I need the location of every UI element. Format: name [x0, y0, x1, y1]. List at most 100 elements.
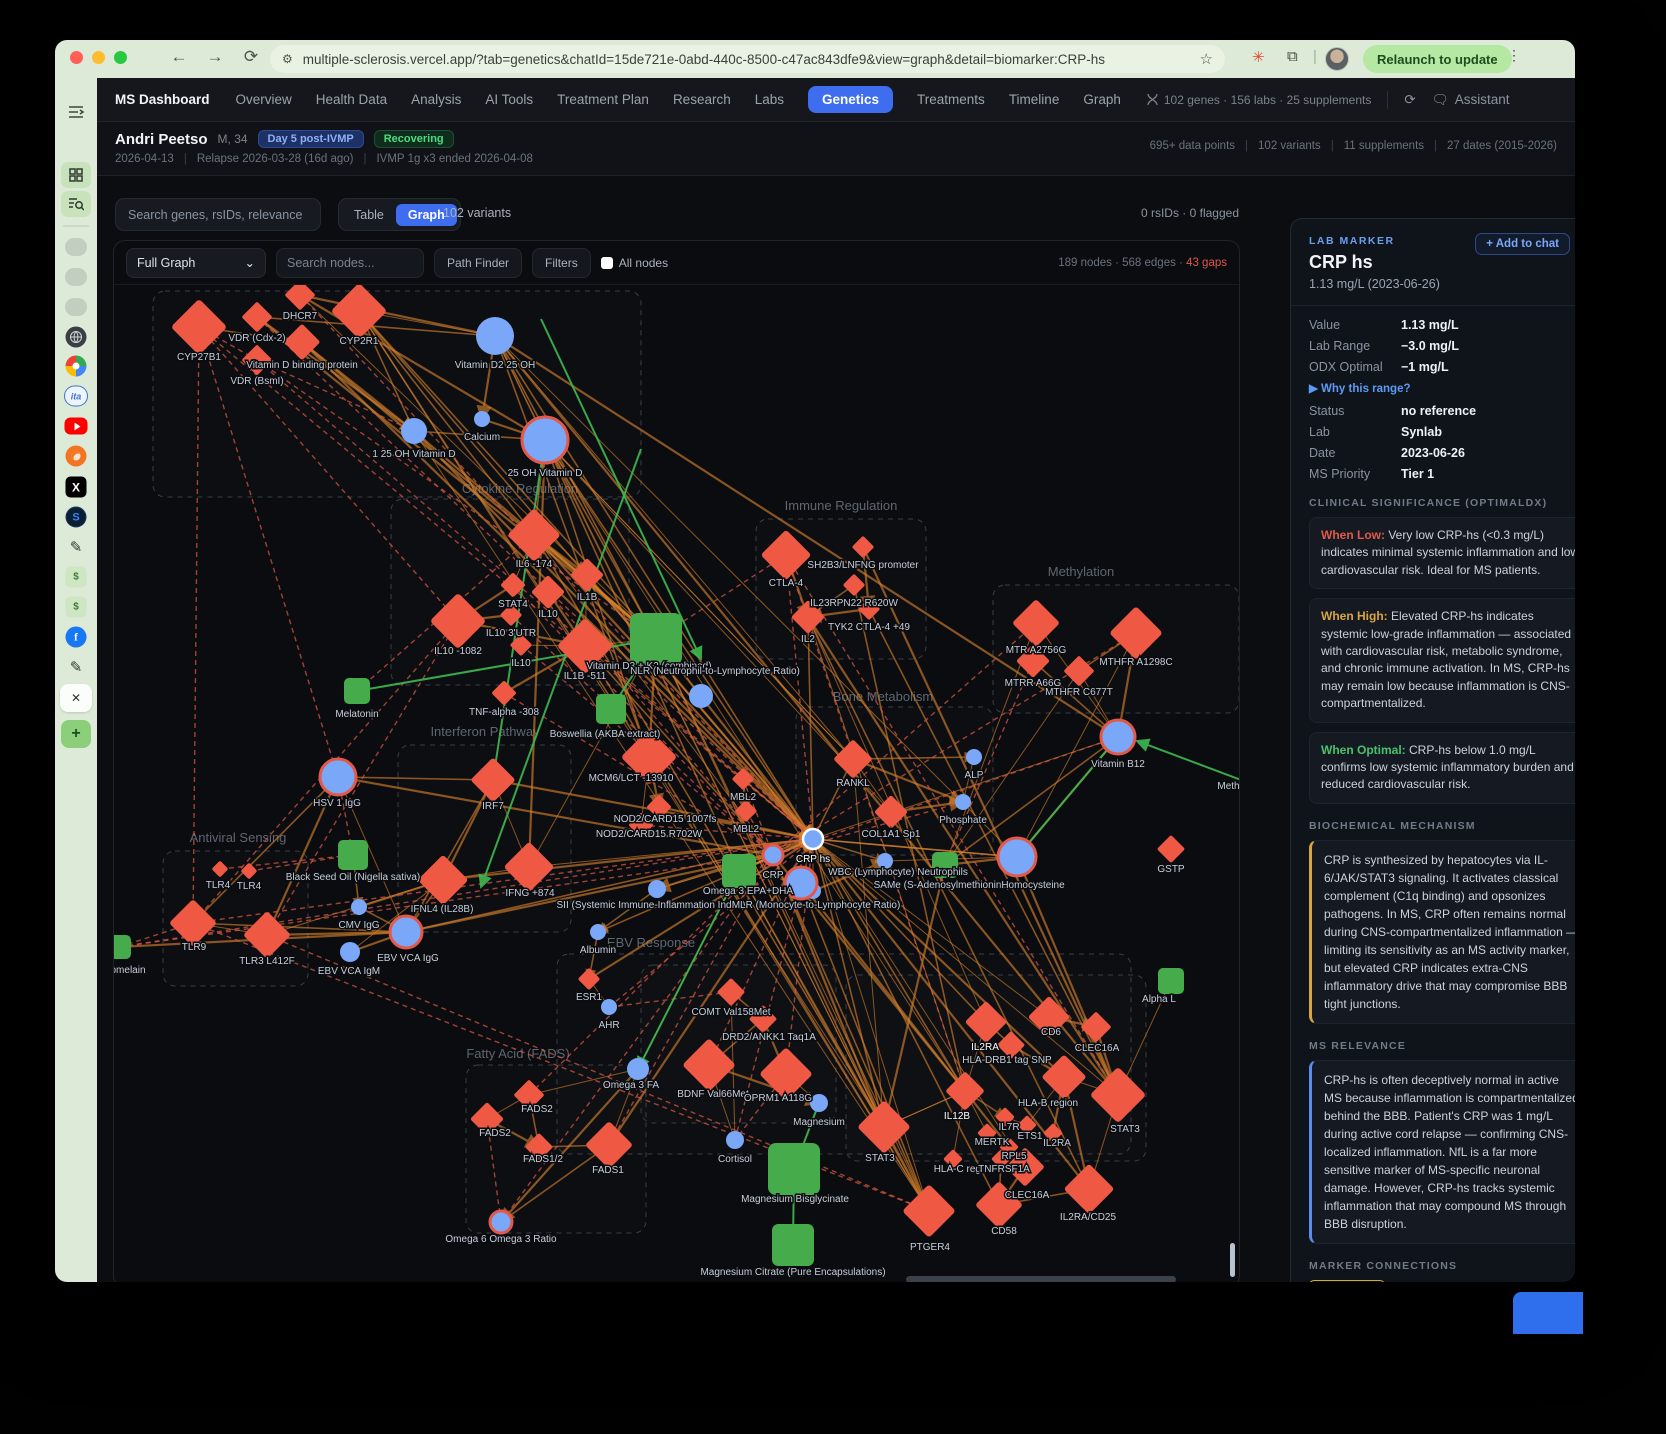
graph-node-fads1[interactable]	[585, 1121, 633, 1169]
nav-item-health-data[interactable]: Health Data	[315, 92, 388, 107]
graph-node-comt-val158met[interactable]	[717, 978, 745, 1006]
site-settings-icon[interactable]: ⚙	[282, 52, 293, 66]
graph-node-il1b[interactable]	[570, 558, 604, 592]
graph-node-stat3[interactable]	[857, 1100, 911, 1154]
graph-node-hla-drb1-tag-snp[interactable]	[997, 1031, 1025, 1059]
graph-node-vdr-cdx-2-[interactable]	[241, 301, 272, 332]
relaunch-button[interactable]: Relaunch to update	[1363, 45, 1512, 73]
tab-placeholder[interactable]	[65, 238, 87, 256]
graph-node-il10-3-utr[interactable]	[500, 604, 523, 627]
graph-node-vitamin-d-binding-protein[interactable]	[284, 324, 321, 361]
graph-node-ifng-874[interactable]	[504, 842, 555, 893]
close-tab-icon[interactable]: ✕	[60, 684, 92, 712]
graph-node-ptger4[interactable]	[902, 1184, 956, 1238]
graph-hscrollbar[interactable]	[906, 1276, 1176, 1282]
graph-view-button[interactable]: Graph	[395, 203, 457, 226]
table-view-button[interactable]: Table	[354, 207, 384, 222]
graph-node-bromelain[interactable]	[114, 935, 131, 959]
graph-node-fads2[interactable]	[513, 1079, 544, 1110]
address-bar[interactable]: ⚙ multiple-sclerosis.vercel.app/?tab=gen…	[270, 45, 1225, 73]
graph-node-same-s-adenosylmethionine-[interactable]	[932, 852, 958, 878]
graph-node-il6-174[interactable]	[507, 508, 561, 562]
forward-icon[interactable]: →	[206, 47, 224, 66]
graph-node-magnesium-bisglycinate[interactable]	[768, 1143, 820, 1195]
graph-node-ets1[interactable]	[1017, 1115, 1037, 1135]
youtube-tab-icon[interactable]	[64, 417, 88, 435]
graph-node-fads2[interactable]	[470, 1102, 504, 1136]
bookmark-star-icon[interactable]: ☆	[1199, 51, 1213, 68]
graph-node-cyp2r1[interactable]	[331, 285, 388, 339]
graph-node-vitamin-d3-k2-combined-[interactable]	[630, 613, 682, 665]
graph-node-albumin[interactable]	[590, 924, 606, 940]
graph-node-stat3[interactable]	[1090, 1067, 1147, 1124]
new-tab-button[interactable]: +	[61, 720, 91, 748]
close-window-button[interactable]	[70, 51, 83, 64]
graph-node-tnfrsf1a[interactable]	[991, 1149, 1011, 1169]
nav-item-ai-tools[interactable]: AI Tools	[485, 92, 534, 107]
graph-node-oprm1-a118g[interactable]	[759, 1047, 813, 1101]
nav-item-research[interactable]: Research	[672, 92, 731, 107]
network-graph[interactable]: Cytokine Regulation Immune Regulation Meth…	[114, 285, 1239, 1282]
graph-node-il10[interactable]	[531, 575, 565, 609]
graph-node-il1b-511[interactable]	[557, 618, 614, 675]
graph-node-omega-3-epa-dha[interactable]	[722, 854, 756, 888]
graph-node-boswellia-akba-extract-[interactable]	[596, 694, 626, 724]
maps-pin-tab-icon[interactable]	[65, 355, 87, 377]
search-tab-icon[interactable]	[61, 191, 91, 217]
graph-node-clec16a[interactable]	[1080, 1011, 1111, 1042]
x-tab-icon[interactable]: X	[65, 476, 87, 498]
graph-node-ctla-4[interactable]	[761, 530, 812, 581]
graph-node-drd2-ankk1-taq1a[interactable]	[749, 1005, 777, 1033]
tab-placeholder[interactable]	[65, 268, 87, 286]
graph-node-vdr-bsmi-[interactable]	[241, 344, 272, 375]
extensions-puzzle-icon[interactable]: ⧉	[1287, 48, 1298, 65]
graph-node-il10-1082[interactable]	[430, 593, 487, 650]
graph-node-magnesium[interactable]	[810, 1094, 828, 1112]
graph-node-mcm6-lct-13910[interactable]	[621, 729, 678, 786]
graph-node-nlr-neutrophil-to-lymphocyte-ratio-[interactable]	[689, 684, 713, 708]
nav-item-treatments[interactable]: Treatments	[917, 92, 985, 107]
graph-node-25-oh-vitamin-d[interactable]	[520, 415, 570, 465]
all-nodes-checkbox[interactable]: All nodes	[600, 256, 668, 270]
profile-avatar[interactable]	[1325, 47, 1349, 71]
graph-node-alpha-l[interactable]	[1158, 968, 1184, 994]
graph-node-dhcr7[interactable]	[284, 285, 315, 311]
nav-item-labs[interactable]: Labs	[754, 92, 784, 107]
graph-node-unlabeled[interactable]	[783, 865, 819, 901]
graph-node-il2ra[interactable]	[1043, 1123, 1063, 1143]
graph-node-mthfr-a1298c[interactable]	[1109, 606, 1163, 660]
pencil-tab-icon[interactable]: ✎	[69, 659, 83, 676]
graph-node-ebv-vca-igm[interactable]	[340, 942, 360, 962]
connection-marker-link[interactable]: IL-6	[1393, 1281, 1417, 1282]
graph-node-mbl2[interactable]	[732, 768, 755, 791]
graph-node-mertk[interactable]	[977, 1123, 997, 1143]
graph-node-cortisol[interactable]	[726, 1131, 744, 1149]
graph-node-fads1-2[interactable]	[525, 1133, 553, 1161]
graph-node-bdnf-val66met[interactable]	[682, 1038, 736, 1092]
graph-node-rpl5[interactable]	[999, 1137, 1019, 1157]
crunchyroll-tab-icon[interactable]	[65, 445, 87, 467]
graph-node-tlr4[interactable]	[241, 863, 258, 880]
graph-node-cmv-igg[interactable]	[351, 899, 367, 915]
graph-node-cd6[interactable]	[1028, 996, 1070, 1038]
assistant-button[interactable]: 🗨 Assistant	[1431, 91, 1510, 108]
cash-tab-icon[interactable]: $	[65, 566, 87, 588]
nav-item-treatment-plan[interactable]: Treatment Plan	[557, 92, 649, 107]
graph-node-omega-3-fa[interactable]	[627, 1058, 649, 1080]
graph-node-tlr4[interactable]	[212, 861, 229, 878]
graph-node-vitamin-b12[interactable]	[1099, 718, 1137, 756]
graph-node-col1a1-sp1[interactable]	[874, 795, 908, 829]
graph-node-cd58[interactable]	[975, 1181, 1023, 1229]
graph-node-tlr9[interactable]	[169, 899, 217, 947]
nav-item-graph[interactable]: Graph	[1083, 92, 1121, 107]
graph-mode-select[interactable]: Full Graph ⌄	[126, 247, 266, 278]
browser-menu-icon[interactable]: ⋮	[1507, 47, 1521, 63]
graph-node-nod2-card15-1007fs[interactable]	[646, 794, 671, 819]
graph-node-alp[interactable]	[966, 749, 982, 765]
graph-vscrollbar[interactable]	[1230, 1243, 1235, 1277]
gene-search-input[interactable]: Search genes, rsIDs, relevance	[115, 198, 321, 231]
back-icon[interactable]: ←	[170, 47, 188, 66]
graph-node-cyp27b1[interactable]	[171, 299, 228, 356]
filters-button[interactable]: Filters	[532, 247, 591, 278]
graph-node-sh2b3-lnfng-promoter[interactable]	[852, 536, 875, 559]
